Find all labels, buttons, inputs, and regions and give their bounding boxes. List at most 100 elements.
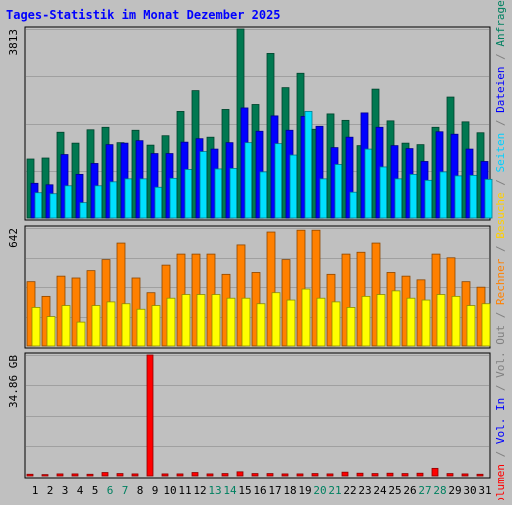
right-legend: Volumen / Vol. In / Vol. Out / Rechner /…	[494, 0, 507, 500]
bar-besuche-day-4: Besuche 4: 370	[71, 277, 81, 347]
x-label-day-28: 28	[433, 484, 446, 497]
chart-title: Tages-Statistik im Monat Dezember 2025	[6, 8, 281, 22]
bar-seiten-day-5: Seiten 5: 650	[94, 185, 103, 219]
bar-dateien-day-20: Dateien 20: 1850	[315, 125, 324, 219]
panel-frame	[24, 352, 491, 479]
bar-rechner-day-28: Rechner 28: 280	[436, 294, 446, 347]
bar-rechner-day-25: Rechner 25: 300	[391, 290, 401, 347]
legend-segment: /	[494, 173, 507, 193]
bar-seiten-day-14: Seiten 14: 1000	[229, 168, 238, 219]
bar-seiten-day-27: Seiten 27: 760	[424, 179, 433, 219]
bar-seiten-day-31: Seiten 31: 780	[484, 178, 493, 219]
legend-segment: /	[494, 113, 507, 133]
bar-volumen-day-30: Volumen 30: 0.6	[461, 473, 469, 477]
bar-seiten-day-11: Seiten 11: 980	[184, 169, 193, 219]
bar-seiten-day-17: Seiten 17: 1500	[274, 143, 283, 219]
bar-volumen-day-21: Volumen 21: 0.6	[326, 473, 334, 477]
bar-seiten-day-29: Seiten 29: 850	[454, 175, 463, 219]
bar-rechner-day-4: Rechner 4: 130	[76, 321, 86, 347]
bar-volumen-day-3: Volumen 3: 0.6	[56, 473, 64, 477]
bar-seiten-day-9: Seiten 9: 620	[154, 186, 163, 219]
legend-segment: /	[494, 444, 507, 464]
bar-seiten-day-2: Seiten 2: 490	[49, 193, 58, 219]
bar-rechner-day-11: Rechner 11: 280	[181, 294, 191, 347]
bar-volumen-day-10: Volumen 10: 0.6	[161, 473, 169, 477]
bar-seiten-day-23: Seiten 23: 1390	[364, 148, 373, 219]
x-label-day-20: 20	[313, 484, 326, 497]
x-label-day-25: 25	[388, 484, 401, 497]
legend-segment: Besuche	[494, 192, 507, 238]
legend-segment: /	[494, 239, 507, 259]
bar-rechner-day-6: Rechner 6: 240	[106, 301, 116, 347]
bar-volumen-day-6: Volumen 6: 1	[101, 472, 109, 477]
bar-volumen-day-28: Volumen 28: 2.2	[431, 467, 439, 477]
x-label-day-31: 31	[478, 484, 491, 497]
bar-rechner-day-24: Rechner 24: 280	[376, 294, 386, 347]
bar-rechner-day-19: Rechner 19: 310	[301, 288, 311, 347]
bar-volumen-day-9: Volumen 9: 34.86	[146, 354, 154, 477]
bar-rechner-day-22: Rechner 22: 210	[346, 307, 356, 347]
bar-seiten-day-18: Seiten 18: 1270	[289, 154, 298, 219]
x-label-day-9: 9	[152, 484, 159, 497]
bar-volumen-day-31: Volumen 31: 0.5	[476, 473, 484, 477]
x-label-day-12: 12	[193, 484, 206, 497]
x-label-day-21: 21	[328, 484, 341, 497]
bar-rechner-day-9: Rechner 9: 220	[151, 305, 161, 347]
bar-volumen-day-7: Volumen 7: 0.7	[116, 473, 124, 477]
bar-seiten-day-16: Seiten 16: 930	[259, 171, 268, 219]
x-label-day-24: 24	[373, 484, 387, 497]
bar-dateien-day-4: Dateien 4: 880	[75, 173, 84, 219]
bar-rechner-day-14: Rechner 14: 260	[226, 297, 236, 347]
x-label-day-30: 30	[463, 484, 476, 497]
bar-volumen-day-4: Volumen 4: 0.6	[71, 473, 79, 477]
bar-volumen-day-22: Volumen 22: 1.1	[341, 471, 349, 477]
x-label-day-18: 18	[283, 484, 296, 497]
bar-volumen-day-27: Volumen 27: 0.8	[416, 472, 424, 477]
bar-volumen-day-19: Volumen 19: 0.6	[296, 473, 304, 477]
bar-rechner-day-10: Rechner 10: 260	[166, 297, 176, 347]
bar-volumen-day-8: Volumen 8: 0.6	[131, 473, 139, 477]
x-label-day-19: 19	[298, 484, 311, 497]
bar-volumen-day-20: Volumen 20: 0.7	[311, 473, 319, 477]
legend-segment: /	[494, 305, 507, 325]
bar-volumen-day-17: Volumen 17: 0.7	[266, 473, 274, 477]
bar-dateien-day-9: Dateien 9: 1300	[150, 153, 159, 219]
bar-rechner-day-15: Rechner 15: 260	[241, 297, 251, 347]
bar-seiten-day-21: Seiten 21: 1080	[334, 164, 343, 219]
bar-volumen-day-1: Volumen 1: 0.5	[26, 473, 34, 477]
x-label-day-1: 1	[32, 484, 39, 497]
bar-rechner-day-30: Rechner 30: 220	[466, 305, 476, 347]
bar-rechner-day-2: Rechner 2: 160	[46, 316, 56, 347]
bar-seiten-day-30: Seiten 30: 860	[469, 174, 478, 219]
bar-volumen-day-5: Volumen 5: 0.5	[86, 473, 94, 477]
x-label-day-29: 29	[448, 484, 461, 497]
legend-segment: Anfragen	[494, 0, 507, 47]
legend-segment: /	[494, 47, 507, 67]
legend-segment: /	[494, 378, 507, 398]
panel-frame	[24, 26, 491, 221]
bar-rechner-day-3: Rechner 3: 220	[61, 305, 71, 347]
bar-seiten-day-15: Seiten 15: 1520	[244, 142, 253, 219]
bar-besuche-day-22: Besuche 22: 500	[341, 253, 351, 347]
bar-seiten-day-10: Seiten 10: 800	[169, 177, 178, 219]
legend-segment: Dateien	[494, 67, 507, 113]
x-label-day-14: 14	[223, 484, 237, 497]
x-label-day-13: 13	[208, 484, 221, 497]
panel-max-label: 34.86 GB	[7, 355, 20, 408]
x-label-day-5: 5	[92, 484, 99, 497]
bar-volumen-day-29: Volumen 29: 0.7	[446, 473, 454, 477]
bar-rechner-day-12: Rechner 12: 280	[196, 294, 206, 347]
x-label-day-7: 7	[122, 484, 129, 497]
bar-seiten-day-3: Seiten 3: 650	[64, 185, 73, 219]
bar-volumen-day-24: Volumen 24: 0.7	[371, 473, 379, 477]
bar-besuche-day-19: Besuche 19: 630	[296, 229, 306, 347]
x-label-day-6: 6	[107, 484, 114, 497]
bar-volumen-day-25: Volumen 25: 0.8	[386, 472, 394, 477]
bar-rechner-day-13: Rechner 13: 280	[211, 294, 221, 347]
x-label-day-3: 3	[62, 484, 69, 497]
bar-besuche-day-15: Besuche 15: 550	[236, 244, 246, 347]
bar-seiten-day-22: Seiten 22: 520	[349, 191, 358, 219]
bar-rechner-day-26: Rechner 26: 260	[406, 297, 416, 347]
bar-seiten-day-26: Seiten 26: 880	[409, 173, 418, 219]
